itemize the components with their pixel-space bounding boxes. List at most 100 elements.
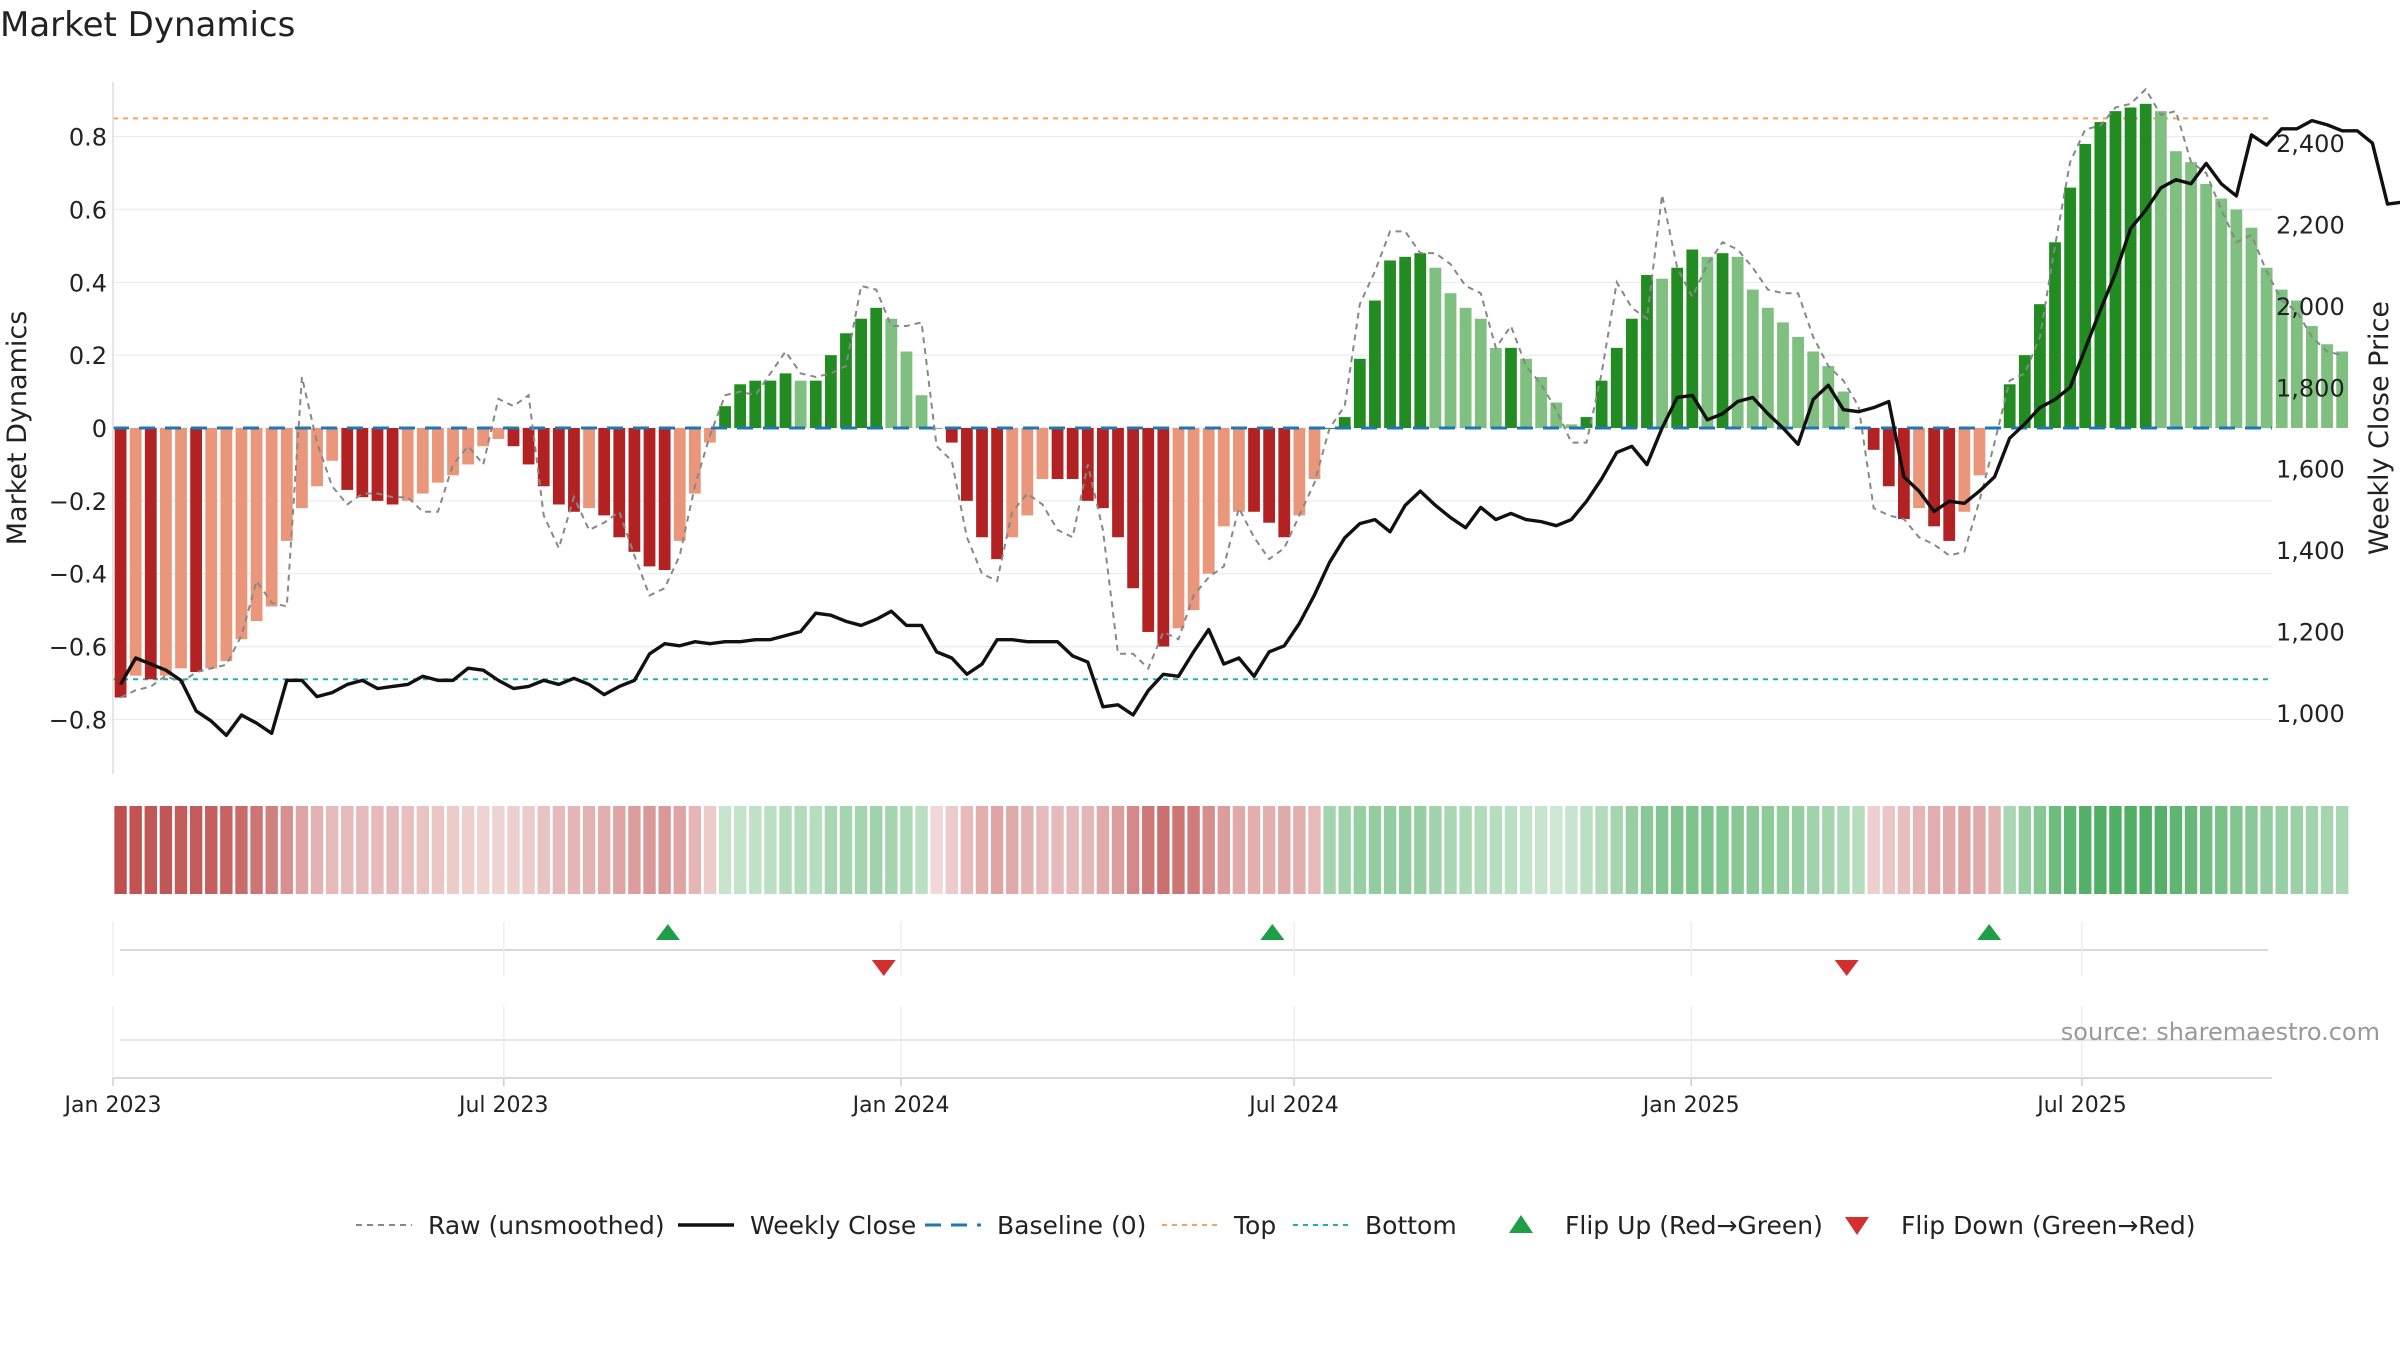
state-cell	[839, 806, 853, 894]
md-bar	[1474, 318, 1487, 428]
state-cell	[1701, 806, 1714, 894]
state-cell	[2033, 806, 2047, 894]
state-cell	[1232, 806, 1246, 894]
md-bar	[401, 428, 414, 501]
state-cell	[1927, 806, 1941, 894]
state-cell	[2063, 806, 2077, 894]
x-tick-label: Jan 2023	[63, 1093, 162, 1118]
md-bar	[749, 380, 762, 428]
md-bar	[114, 428, 127, 698]
state-cell	[1036, 806, 1049, 894]
state-cell	[537, 806, 550, 894]
md-bar	[688, 428, 701, 494]
state-cell	[1565, 806, 1578, 894]
legend-symbol	[1845, 1217, 1869, 1235]
md-bar	[2185, 162, 2197, 428]
state-cell	[250, 806, 263, 894]
left-tick-label: −0.2	[49, 488, 107, 516]
md-bar	[1777, 322, 1789, 428]
state-cell	[900, 806, 913, 894]
md-bar	[220, 428, 233, 662]
right-tick-label: 2,000	[2276, 293, 2345, 321]
state-cell	[779, 806, 792, 894]
state-cell	[2003, 806, 2016, 894]
state-cell	[341, 806, 354, 894]
state-cell	[235, 806, 248, 894]
legend-item-0: Raw (unsmoothed)	[356, 1211, 665, 1240]
state-cell	[220, 806, 233, 894]
state-cell	[295, 806, 309, 894]
md-bar	[2245, 227, 2258, 428]
chart-title: Market Dynamics	[0, 5, 295, 45]
x-tick-label: Jul 2025	[2035, 1093, 2127, 1118]
state-cell	[764, 806, 777, 894]
legend-label: Baseline (0)	[997, 1211, 1146, 1240]
state-cell	[552, 806, 566, 894]
md-bar	[2170, 151, 2182, 428]
md-bar	[1520, 358, 1532, 428]
state-cell	[2245, 806, 2258, 894]
state-cell	[1126, 806, 1140, 894]
x-tick-label: Jul 2023	[457, 1093, 549, 1118]
md-bar	[1112, 428, 1124, 538]
state-cell	[522, 806, 535, 894]
state-cell	[1051, 806, 1064, 894]
legend: Raw (unsmoothed) Weekly Close Baseline (0)…	[356, 1211, 2196, 1240]
md-bar	[1822, 366, 1835, 428]
md-bar	[144, 428, 157, 680]
md-bar	[1051, 428, 1064, 479]
left-tick-label: 0.8	[69, 124, 107, 152]
state-cell	[1640, 806, 1654, 894]
state-cell	[2018, 806, 2031, 894]
flip-down-marker	[871, 960, 896, 976]
md-bar	[2154, 111, 2167, 428]
md-bar	[296, 428, 308, 509]
state-cell	[129, 806, 142, 894]
state-cell	[824, 806, 838, 894]
state-cell	[1066, 806, 1079, 894]
lower-panel	[113, 1039, 2272, 1079]
md-bar	[976, 428, 988, 538]
state-cell	[174, 806, 188, 894]
state-cell	[1172, 806, 1185, 894]
md-bar	[552, 428, 565, 505]
md-bar	[1429, 267, 1442, 428]
state-cell	[1444, 806, 1457, 894]
md-bar	[1716, 253, 1729, 428]
close-line-group	[119, 118, 2400, 738]
md-bar	[356, 428, 369, 498]
state-cell	[1882, 806, 1895, 894]
md-bar	[1641, 275, 1653, 428]
flip-up-marker	[1260, 924, 1285, 940]
y-axis-right-title: Weekly Close Price	[2364, 301, 2395, 555]
state-cell	[1096, 806, 1110, 894]
state-cell	[1807, 806, 1820, 894]
md-bar	[1489, 347, 1502, 428]
md-bar	[1882, 428, 1895, 487]
md-bar	[2034, 304, 2046, 428]
state-cell	[1897, 806, 1911, 894]
y-axis-left-label: Market Dynamics	[2, 311, 33, 546]
md-bar	[1399, 256, 1412, 428]
md-bar	[1913, 428, 1925, 509]
state-cell	[1021, 806, 1034, 894]
state-cell	[325, 806, 339, 894]
left-tick-label: −0.6	[49, 634, 107, 662]
md-bar	[386, 428, 399, 505]
legend-item-2: Baseline (0)	[925, 1211, 1146, 1240]
state-cell	[1459, 806, 1472, 894]
state-cell	[431, 806, 445, 894]
state-cell	[2290, 806, 2304, 894]
md-bar	[1217, 428, 1230, 527]
state-cell	[1988, 806, 2001, 894]
md-bar	[779, 373, 792, 428]
md-bar	[2230, 209, 2243, 428]
md-bar	[809, 380, 822, 428]
md-bar	[794, 380, 807, 428]
md-bar	[2094, 122, 2107, 428]
left-tick-label: 0.6	[69, 196, 107, 224]
md-bar	[885, 318, 898, 428]
state-cell	[2154, 806, 2168, 894]
state-cell	[1429, 806, 1442, 894]
left-tick-label: 0	[92, 415, 107, 443]
